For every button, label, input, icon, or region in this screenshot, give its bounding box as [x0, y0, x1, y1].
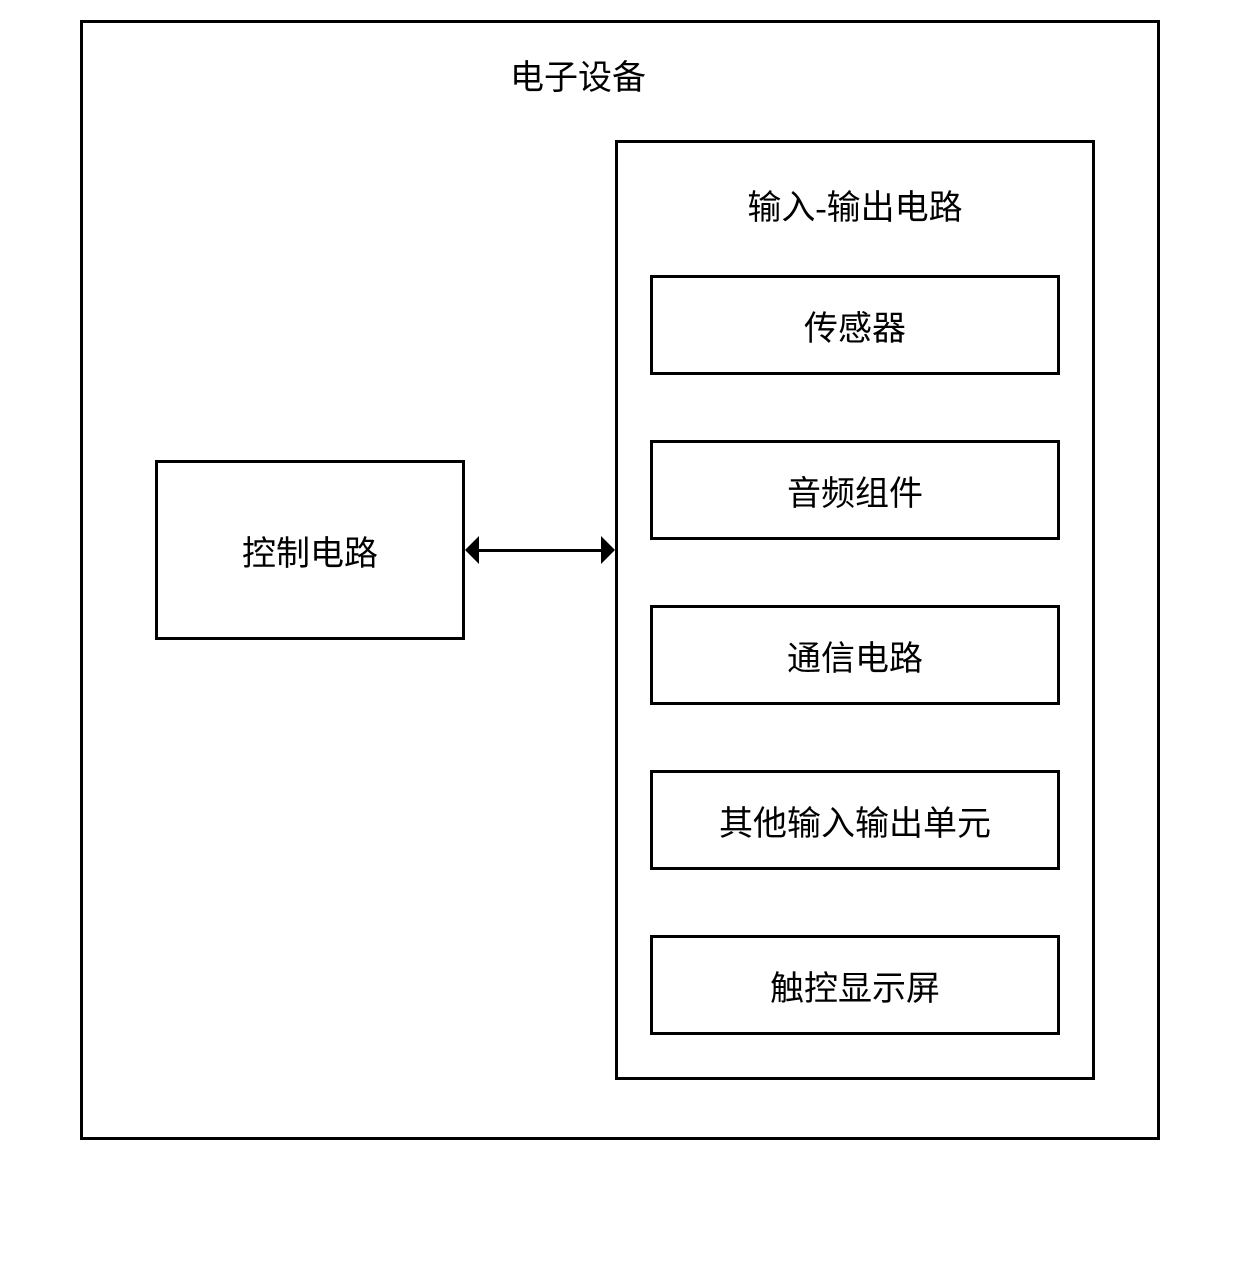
- io-container-title: 输入-输出电路: [615, 180, 1095, 229]
- arrow-head-left-icon: [465, 536, 479, 564]
- io-item-box: 其他输入输出单元: [650, 770, 1060, 870]
- io-item-label: 其他输入输出单元: [719, 796, 991, 845]
- outer-title: 电子设备: [510, 50, 646, 99]
- io-item-box: 音频组件: [650, 440, 1060, 540]
- io-item-box: 传感器: [650, 275, 1060, 375]
- control-circuit-box: 控制电路: [155, 460, 465, 640]
- io-item-label: 通信电路: [787, 631, 923, 680]
- io-item-box: 通信电路: [650, 605, 1060, 705]
- diagram-canvas: 电子设备 控制电路 输入-输出电路 传感器音频组件通信电路其他输入输出单元触控显…: [80, 20, 1160, 1140]
- io-item-label: 触控显示屏: [770, 961, 940, 1010]
- arrow-head-right-icon: [601, 536, 615, 564]
- io-item-label: 音频组件: [787, 466, 923, 515]
- connector-line: [479, 549, 601, 552]
- control-circuit-label: 控制电路: [242, 526, 378, 575]
- io-item-box: 触控显示屏: [650, 935, 1060, 1035]
- io-item-label: 传感器: [804, 301, 906, 350]
